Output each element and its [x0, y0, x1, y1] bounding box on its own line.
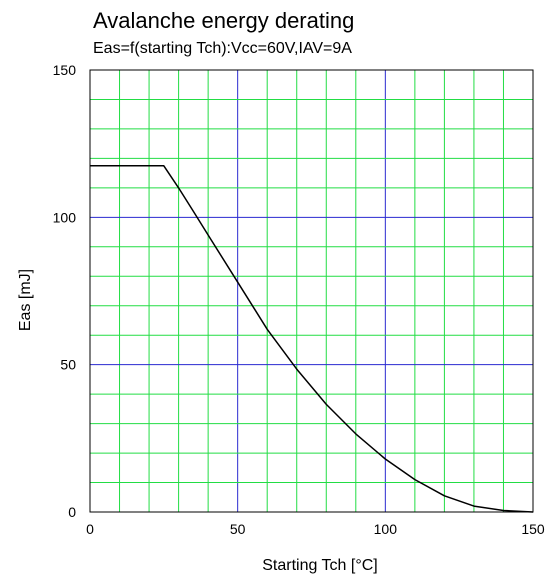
y-tick-label: 0 [68, 504, 76, 520]
y-tick-label: 100 [53, 209, 77, 225]
x-axis-label: Starting Tch [°C] [262, 557, 377, 574]
x-tick-label: 150 [521, 521, 545, 537]
y-tick-label: 150 [53, 62, 77, 78]
chart-subtitle: Eas=f(starting Tch):Vcc=60V,IAV=9A [93, 40, 352, 57]
y-axis-label: Eas [mJ] [17, 269, 34, 331]
tick-labels: 0 50 100 150 0 50 100 150 [53, 62, 545, 537]
plot-grid [90, 70, 533, 512]
x-tick-label: 100 [374, 521, 398, 537]
x-tick-label: 50 [230, 521, 246, 537]
series-line [90, 165, 534, 513]
chart-title: Avalanche energy derating [93, 8, 354, 33]
plot-frame [89, 69, 534, 513]
y-tick-label: 50 [60, 357, 76, 373]
series-layer [90, 165, 534, 513]
x-tick-label: 0 [86, 521, 94, 537]
